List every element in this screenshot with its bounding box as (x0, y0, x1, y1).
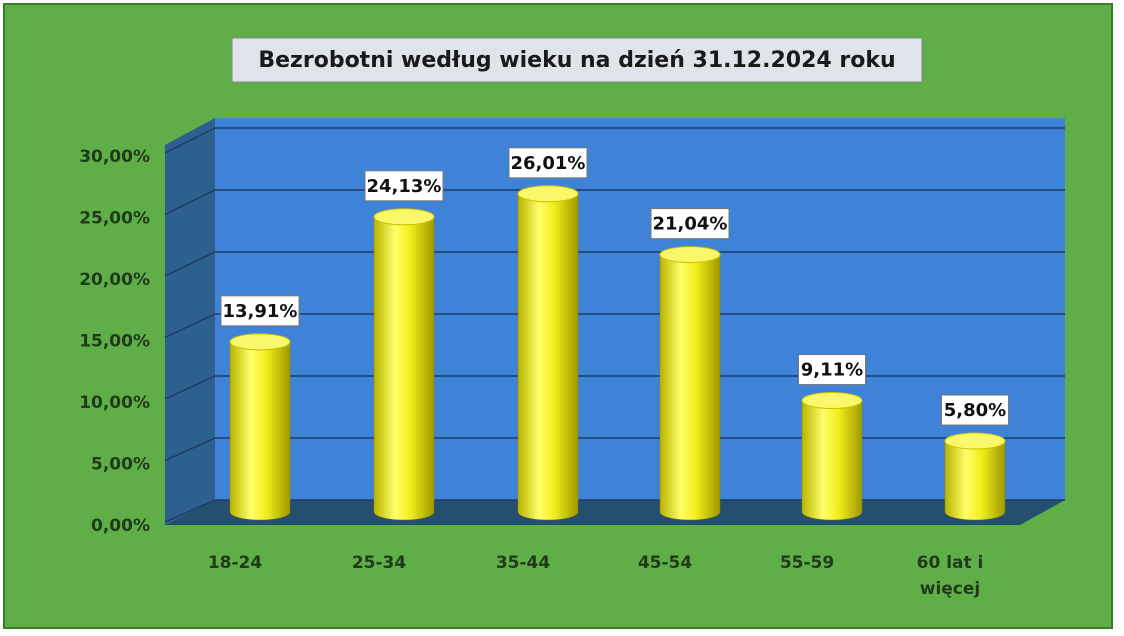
grid-line-side (164, 313, 216, 339)
value-label: 24,13% (367, 176, 442, 197)
grid-line-side (164, 251, 216, 277)
x-tick-label: 25-34 (351, 553, 407, 573)
x-tick-label: 18-24 (207, 553, 263, 573)
value-label: 21,04% (653, 214, 728, 235)
x-tick-label: 45-54 (637, 553, 693, 573)
value-label: 13,91% (223, 301, 298, 322)
grid-line-side (164, 127, 216, 154)
value-label-box (508, 147, 588, 179)
back-wall (215, 118, 1065, 500)
y-tick-label: 0,00% (91, 516, 150, 536)
bar-top (659, 246, 721, 264)
floor (165, 500, 1065, 525)
x-tick-label: 60 lat i więcej (916, 553, 984, 599)
title-box (231, 37, 923, 83)
value-label-box (364, 170, 444, 202)
side-wall (165, 118, 215, 525)
y-tick-label: 20,00% (79, 270, 150, 290)
y-tick-label: 25,00% (79, 209, 150, 229)
value-label: 26,01% (511, 153, 586, 174)
value-label-box (798, 354, 866, 386)
y-tick-label: 30,00% (79, 147, 150, 167)
y-tick-label: 15,00% (79, 332, 150, 352)
grid-line-side (164, 499, 216, 523)
bar (373, 216, 435, 521)
bar-top (229, 333, 291, 351)
bar (517, 193, 579, 521)
bar-top (373, 208, 435, 226)
x-tick-label: 55-59 (779, 553, 835, 573)
chart-title: Bezrobotni według wieku na dzień 31.12.2… (258, 48, 895, 73)
x-tick-label: 35-44 (495, 553, 551, 573)
grid-line-side (164, 437, 216, 462)
bar (944, 440, 1006, 521)
bar-top (517, 185, 579, 203)
value-label-box (941, 394, 1009, 426)
bar-top (801, 392, 863, 410)
grid-line-side (164, 189, 216, 216)
value-label-box (220, 295, 300, 327)
value-label-box (650, 208, 730, 240)
bar (229, 341, 291, 521)
bar (659, 254, 721, 521)
bar-top (944, 432, 1006, 450)
value-label: 9,11% (801, 360, 863, 381)
y-tick-label: 10,00% (79, 393, 150, 413)
y-tick-label: 5,00% (91, 455, 150, 475)
value-label: 5,80% (944, 400, 1006, 421)
grid-line-side (164, 375, 216, 400)
bar (801, 400, 863, 521)
